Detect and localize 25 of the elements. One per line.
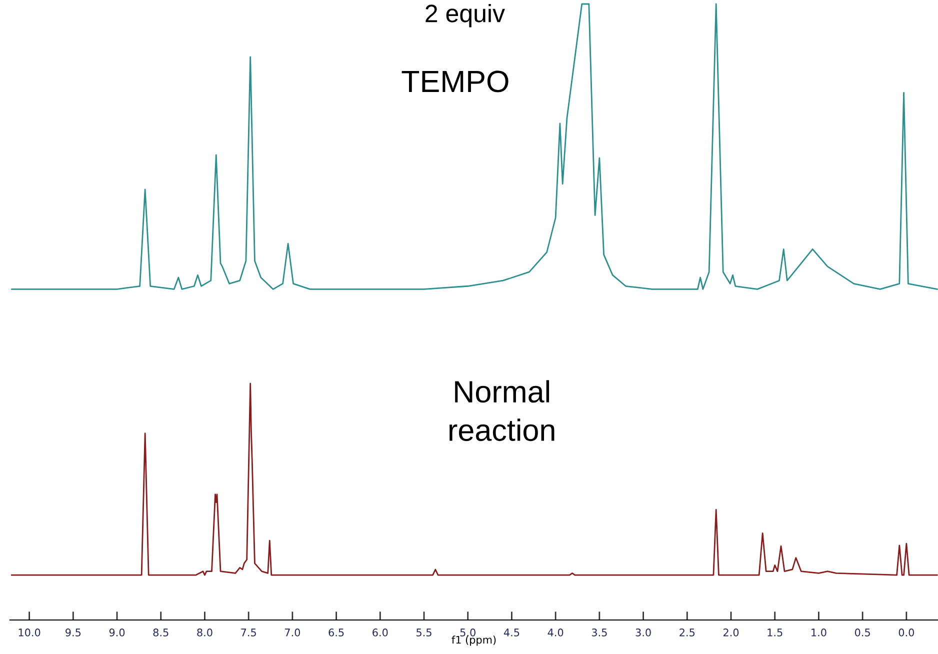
x-tick-label: 8.0	[197, 628, 212, 636]
annotation: TEMPO	[402, 70, 508, 92]
x-tick-label: 0.0	[898, 628, 914, 636]
x-tick-label: 5.0	[460, 628, 476, 636]
x-tick-label: 6.0	[372, 628, 388, 636]
x-tick-label: 5.5	[416, 628, 432, 636]
x-tick-label: 7.5	[241, 628, 256, 636]
x-tick-label: 8.5	[153, 628, 168, 636]
x-tick-label: 7.0	[285, 628, 300, 636]
x-tick-label: 6.5	[328, 628, 344, 636]
x-tick-label: 4.0	[548, 628, 564, 636]
x-tick-label: 2.5	[680, 628, 695, 636]
x-tick-label: 1.5	[768, 628, 782, 636]
x-tick-label: 3.0	[636, 628, 651, 636]
x-axis-title: f1 (ppm)	[452, 636, 496, 646]
x-tick-label: 10.0	[18, 628, 40, 636]
annotation: 2 equiv	[426, 4, 505, 28]
x-tick-label: 0.5	[854, 628, 870, 636]
x-tick-label: 9.5	[66, 628, 81, 636]
annotation: Normal reaction	[450, 380, 554, 442]
x-tick-label: 9.0	[109, 628, 125, 636]
x-tick-label: 4.5	[504, 628, 520, 636]
x-tick-label: 1.0	[812, 628, 826, 636]
x-tick-label: 3.5	[592, 628, 607, 636]
x-tick-label: 2.0	[723, 628, 739, 636]
